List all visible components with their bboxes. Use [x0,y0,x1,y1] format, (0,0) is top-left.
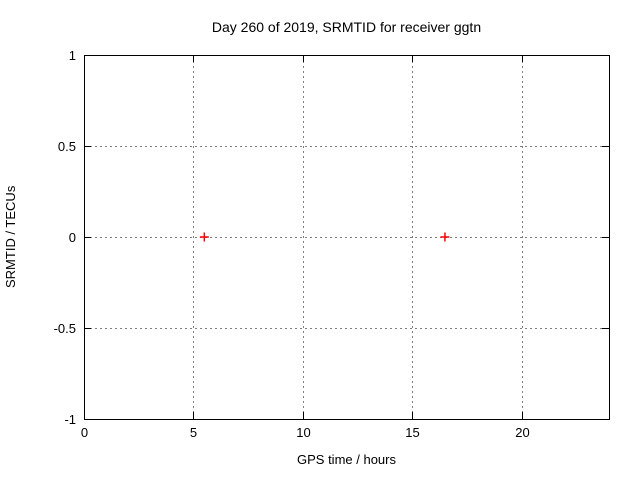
x-tick-label: 15 [405,425,419,440]
y-tick-label: 0.5 [58,139,76,154]
x-tick-label: 20 [515,425,529,440]
x-axis-label: GPS time / hours [297,452,396,467]
data-point-marker [199,232,209,242]
y-tick-label: 1 [69,48,76,63]
x-tick-label: 10 [296,425,310,440]
data-point-marker [440,232,450,242]
x-tick-label: 0 [81,425,88,440]
y-tick-label: 0 [69,230,76,245]
y-tick-label: -1 [64,412,76,427]
y-tick-label: -0.5 [54,321,76,336]
x-tick-label: 5 [190,425,197,440]
chart-title: Day 260 of 2019, SRMTID for receiver ggt… [211,19,482,35]
